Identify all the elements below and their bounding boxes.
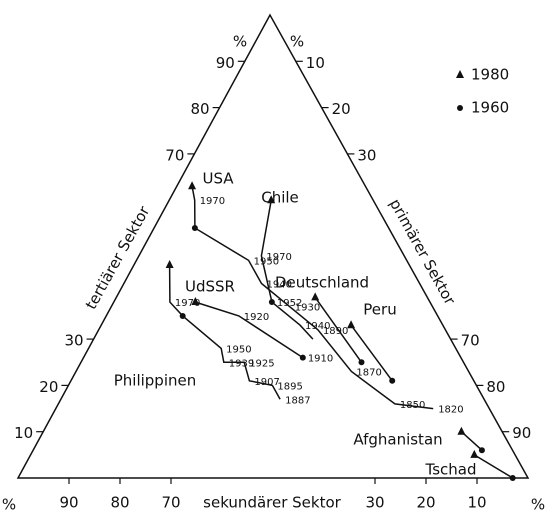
year-label: 1970 [200, 196, 225, 207]
year-label: 1895 [277, 381, 302, 392]
series-name: Chile [261, 189, 299, 207]
series-name: Afghanistan [353, 431, 442, 449]
legend-marker [456, 70, 464, 78]
secondary-axis-title: sekundärer Sektor [203, 494, 341, 512]
legend-label: 1960 [471, 99, 509, 117]
series-name: Philippinen [114, 372, 197, 390]
percent-label: % [2, 496, 16, 514]
year-label: 1820 [438, 405, 463, 416]
year-label: 1950 [226, 344, 251, 355]
marker-dot [358, 359, 365, 366]
marker-dot [179, 312, 186, 319]
year-label: 1952 [277, 298, 302, 309]
secondary-tick-label: 90 [59, 494, 78, 512]
marker-dot [191, 224, 198, 231]
marker-dot [509, 475, 516, 481]
marker-triangle [470, 449, 479, 458]
year-label: 1890 [323, 326, 348, 337]
marker-dot [389, 377, 396, 384]
primary-tick-label: 10 [306, 54, 325, 72]
secondary-tick-label: 70 [161, 494, 180, 512]
secondary-tick-label: 30 [365, 494, 384, 512]
series-name: Tschad [425, 461, 477, 479]
marker-dot [299, 354, 306, 361]
marker-triangle [311, 292, 320, 301]
series-line [168, 264, 281, 400]
secondary-tick-label: 10 [467, 494, 486, 512]
tertiary-tick-label: 10 [14, 424, 33, 442]
primary-tick-label: 30 [357, 146, 376, 164]
series-name: Deutschland [275, 274, 369, 292]
legend-label: 1980 [471, 66, 509, 84]
year-label: 1920 [244, 312, 269, 323]
series-line [314, 296, 363, 363]
year-label: 1850 [400, 400, 425, 411]
year-label: 1940 [267, 280, 292, 291]
series-line [191, 186, 434, 410]
legend-marker [457, 105, 463, 111]
year-label: 1907 [254, 377, 279, 388]
year-label: 1887 [285, 395, 310, 406]
year-label: 1950 [254, 256, 279, 267]
tertiary-tick-label: 80 [191, 100, 210, 118]
series-line [350, 324, 393, 382]
year-label: 1930 [295, 303, 320, 314]
year-label: 1970 [175, 298, 200, 309]
secondary-tick-label: 20 [416, 494, 435, 512]
series-line [195, 301, 304, 359]
series-line [460, 431, 483, 451]
marker-triangle [267, 195, 276, 204]
year-label: 1870 [356, 368, 381, 379]
triangle-frame [16, 13, 530, 479]
percent-label: % [233, 33, 247, 51]
primary-tick-label: 80 [486, 378, 505, 396]
primary-tick-label: 70 [461, 332, 480, 350]
primary-axis-title: primärer Sektor [386, 196, 460, 309]
marker-dot [268, 299, 275, 306]
marker-triangle [188, 181, 197, 190]
percent-label: % [531, 496, 545, 514]
year-label: 1970 [266, 252, 291, 263]
series-name: USA [202, 170, 234, 188]
tertiary-tick-label: 70 [165, 146, 184, 164]
year-label: 1940 [305, 321, 330, 332]
percent-label: % [290, 33, 304, 51]
year-label: 1939 [229, 358, 254, 369]
series-name: Peru [363, 301, 396, 319]
year-label: 1925 [249, 358, 274, 369]
primary-tick-label: 20 [332, 100, 351, 118]
series-name: UdSSR [185, 278, 235, 296]
marker-triangle [191, 297, 200, 306]
tertiary-tick-label: 20 [39, 378, 58, 396]
tertiary-tick-label: 30 [65, 332, 84, 350]
series-line [473, 454, 514, 479]
year-label: 1910 [308, 354, 333, 365]
tertiary-tick-label: 90 [216, 54, 235, 72]
marker-triangle [457, 426, 466, 435]
marker-triangle [347, 320, 356, 329]
marker-dot [478, 447, 485, 454]
secondary-tick-label: 80 [110, 494, 129, 512]
primary-tick-label: 90 [512, 424, 531, 442]
marker-triangle [165, 260, 174, 269]
